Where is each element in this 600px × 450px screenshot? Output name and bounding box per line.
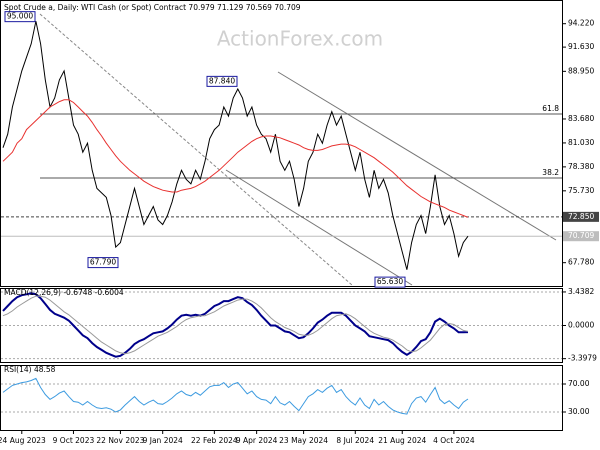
series-line xyxy=(2,99,469,218)
y-tick-label: 88.950 xyxy=(568,66,594,75)
price-tag-label: 70.709 xyxy=(568,231,594,240)
y-tick-label: 67.780 xyxy=(568,258,594,267)
y-tick-label: 3.4382 xyxy=(568,287,594,296)
fib-label: 38.2 xyxy=(542,168,559,177)
y-tick-label: 70.00 xyxy=(568,379,590,388)
price-tag xyxy=(563,211,599,222)
panel-title: MACD(12,26,9) -0.6748 -0.6004 xyxy=(4,288,124,297)
y-tick-label: 30.00 xyxy=(568,407,590,416)
x-tick-label: 22 Feb 2024 xyxy=(191,436,238,445)
rsi-panel xyxy=(0,365,563,431)
annotation-label: 67.790 xyxy=(90,258,116,267)
x-tick-label: 24 Aug 2023 xyxy=(0,436,46,445)
y-tick-label: 94.220 xyxy=(568,19,594,28)
series-line xyxy=(2,21,469,270)
price-panel xyxy=(0,0,563,287)
x-tick-label: 9 Jan 2024 xyxy=(143,436,183,445)
x-tick-label: 8 Jul 2024 xyxy=(336,436,374,445)
trend-line xyxy=(39,13,353,286)
annotation-label: 95.000 xyxy=(7,12,33,21)
panel-title: RSI(14) 48.58 xyxy=(4,365,56,374)
x-tick-label: 23 May 2024 xyxy=(279,436,328,445)
x-tick-label: 4 Oct 2024 xyxy=(433,436,475,445)
price-tag xyxy=(563,231,599,242)
price-tag-label: 72.850 xyxy=(568,212,594,221)
y-tick-label: 91.630 xyxy=(568,42,594,51)
x-tick-label: 22 Nov 2023 xyxy=(96,436,144,445)
y-tick-label: 81.030 xyxy=(568,138,594,147)
series-line xyxy=(2,295,469,355)
x-tick-label: 9 Apr 2024 xyxy=(236,436,278,445)
fib-label: 61.8 xyxy=(542,104,559,113)
y-tick-label: 0.0000 xyxy=(568,321,594,330)
panel-title: Spot Crude a, Daily: WTI Cash (or Spot) … xyxy=(4,3,301,12)
annotation-box xyxy=(4,11,36,23)
annotation-box xyxy=(206,75,238,87)
annotation-label: 87.840 xyxy=(209,76,235,85)
x-tick-label: 21 Aug 2024 xyxy=(378,436,426,445)
channel-line xyxy=(225,169,413,286)
annotation-box xyxy=(374,276,406,288)
x-tick-label: 9 Oct 2023 xyxy=(53,436,95,445)
annotation-label: 65.630 xyxy=(377,277,403,286)
y-tick-label: -3.3979 xyxy=(568,354,597,363)
watermark: ActionForex.com xyxy=(217,27,383,51)
series-line xyxy=(2,292,469,358)
channel-line xyxy=(277,71,557,241)
series-line xyxy=(2,377,469,415)
y-tick-label: 78.380 xyxy=(568,162,594,171)
y-tick-label: 83.680 xyxy=(568,114,594,123)
annotation-box xyxy=(87,257,119,269)
y-tick-label: 75.730 xyxy=(568,186,594,195)
